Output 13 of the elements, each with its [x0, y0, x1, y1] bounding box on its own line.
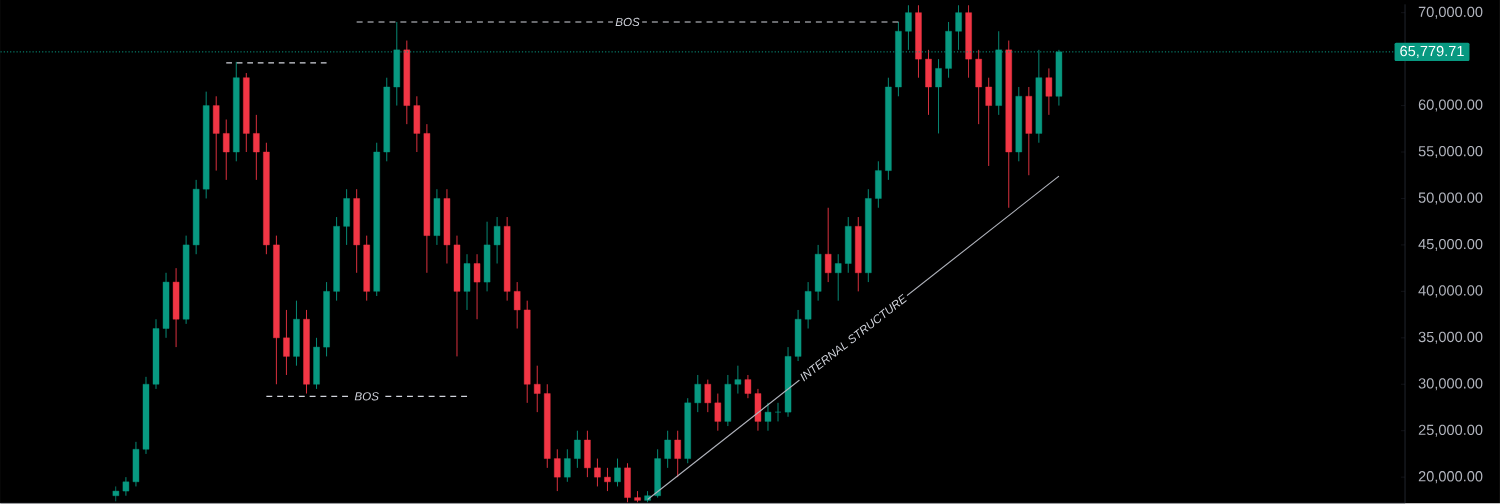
y-tick-label: 45,000.00: [1418, 239, 1483, 252]
y-tick-label: 35,000.00: [1418, 332, 1483, 345]
annotation: BOS: [615, 18, 640, 27]
y-tick-label: 30,000.00: [1418, 378, 1483, 391]
ref-line-label: 65,779.71: [1400, 46, 1464, 59]
y-tick-label: 70,000.00: [1418, 6, 1483, 19]
y-tick-label: 50,000.00: [1418, 192, 1483, 205]
y-tick-label: 25,000.00: [1418, 424, 1483, 437]
y-tick-label: 55,000.00: [1418, 146, 1483, 159]
annotation: BOS: [354, 392, 379, 401]
y-tick-label: 40,000.00: [1418, 285, 1483, 298]
y-tick-label: 20,000.00: [1418, 471, 1483, 484]
y-tick-label: 60,000.00: [1418, 99, 1483, 112]
